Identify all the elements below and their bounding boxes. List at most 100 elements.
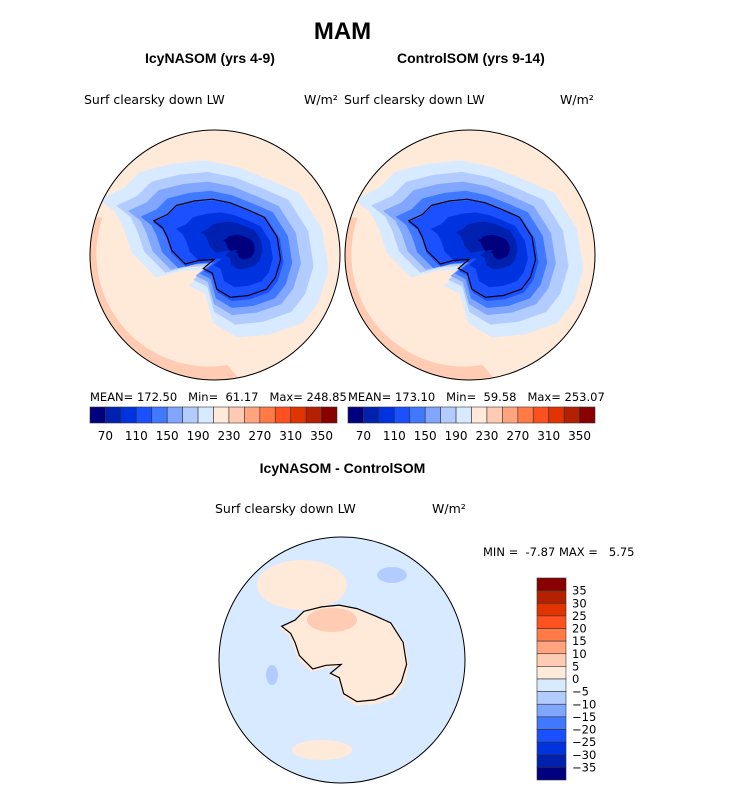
colorbar-tick-label: 70 [98,429,113,443]
colorbar-box [536,716,567,730]
colorbar-tick-label: 5 [572,659,579,673]
map-border [344,129,596,381]
colorbar-tick-label: −5 [572,685,589,699]
colorbar-tick-label: 150 [414,429,437,443]
colorbar-box [151,406,168,424]
colorbar-box [579,406,596,424]
colorbar-tick-label: 350 [568,429,591,443]
colorbar-tick-label: −10 [572,697,596,711]
colorbar-tick-label: 150 [156,429,179,443]
antarctica-coastline [152,198,282,298]
variable-label-left: Surf clearsky down LW [84,92,225,107]
colorbar-box [259,406,276,424]
mean-label: MEAN= [348,390,392,404]
colorbar-tick-label: 70 [356,429,371,443]
min-label: MIN = [483,545,519,559]
max-label: Max= [269,390,303,404]
colorbar-box [536,741,567,756]
colorbar-box [166,406,183,424]
map-fill [90,130,340,380]
colorbar-box [394,406,411,424]
max-value: 5.75 [608,545,635,559]
panel-title-right: ControlSOM (yrs 9-14) [397,50,545,66]
colorbar-box [105,406,122,424]
colorbar-box [536,640,567,655]
colorbar-box [455,406,472,424]
max-label: MAX = [558,545,598,559]
units-right: W/m² [560,92,594,107]
colorbar-tick-label: −30 [572,748,596,762]
stats-right: MEAN= 173.10 Min= 59.58 Max= 253.07 [348,390,605,404]
colorbar-tick-label: 35 [572,584,587,598]
contour-level-7 [223,234,255,260]
colorbar-tick-label: 110 [125,429,148,443]
min-label: Min= [446,390,477,404]
colorbar-box [321,406,338,424]
polar-map-diff [218,536,466,784]
colorbar-box [182,406,199,424]
mean-value: 173.10 [394,390,436,404]
colorbar-box [363,406,380,424]
colorbar-box [536,602,567,617]
colorbar-tick-label: 110 [383,429,406,443]
colorbar-tick-label: 15 [572,634,587,648]
colorbar-box [548,406,565,424]
colorbar-tick-label: 230 [217,429,240,443]
colorbar-box [471,406,488,424]
diff-units: W/m² [432,501,466,516]
colorbar-tick-label: 310 [537,429,560,443]
colorbar-box [536,653,567,667]
colorbar-box [536,678,567,692]
colorbar-tick-label: 30 [572,596,587,610]
colorbar-box [290,406,307,424]
colorbar-box [136,406,153,424]
min-label: Min= [188,390,219,404]
map-border [218,536,466,784]
cool-anomaly [266,665,278,685]
map-border [89,129,341,381]
panel-title-left: IcyNASOM (yrs 4-9) [145,50,275,66]
max-value: 253.07 [564,390,605,404]
warm-anomaly [307,608,357,632]
min-value: -7.87 [525,545,556,559]
antarctica-coastline [407,198,537,298]
warm-anomaly [292,740,352,760]
colorbar-box [440,406,457,424]
colorbar-tick-label: 310 [279,429,302,443]
colorbar-box [120,406,137,424]
colorbar-box [213,406,230,424]
colorbar-box [409,406,426,424]
colorbar-tick-label: 230 [475,429,498,443]
min-value: 61.17 [225,390,259,404]
colorbar-box [347,406,364,424]
colorbar-box [517,406,534,424]
max-value: 248.85 [306,390,347,404]
colorbar-box [536,666,567,680]
colorbar-box [274,406,291,424]
warm-anomaly [257,560,347,610]
colorbar-tick-label: 10 [572,647,587,661]
colorbar-box [305,406,322,424]
colorbar-box [536,754,567,768]
colorbar-box [532,406,549,424]
colorbar-tick-label: 270 [506,429,529,443]
polar-map-left [89,129,341,381]
units-left: W/m² [304,92,338,107]
colorbar-box [89,406,106,424]
map-fill [345,130,595,380]
colorbar-box [536,628,567,642]
min-value: 59.58 [483,390,517,404]
diff-variable-label: Surf clearsky down LW [215,501,356,516]
colorbar-tick-label: 190 [445,429,468,443]
colorbar-box [536,767,567,781]
colorbar-box [563,406,580,424]
colorbar-box [228,406,245,424]
colorbar-box [244,406,261,424]
colorbar-box [197,406,214,424]
polar-map-right [344,129,596,381]
colorbar-box [486,406,503,424]
mean-value: 172.50 [136,390,178,404]
variable-label-right: Surf clearsky down LW [344,92,485,107]
